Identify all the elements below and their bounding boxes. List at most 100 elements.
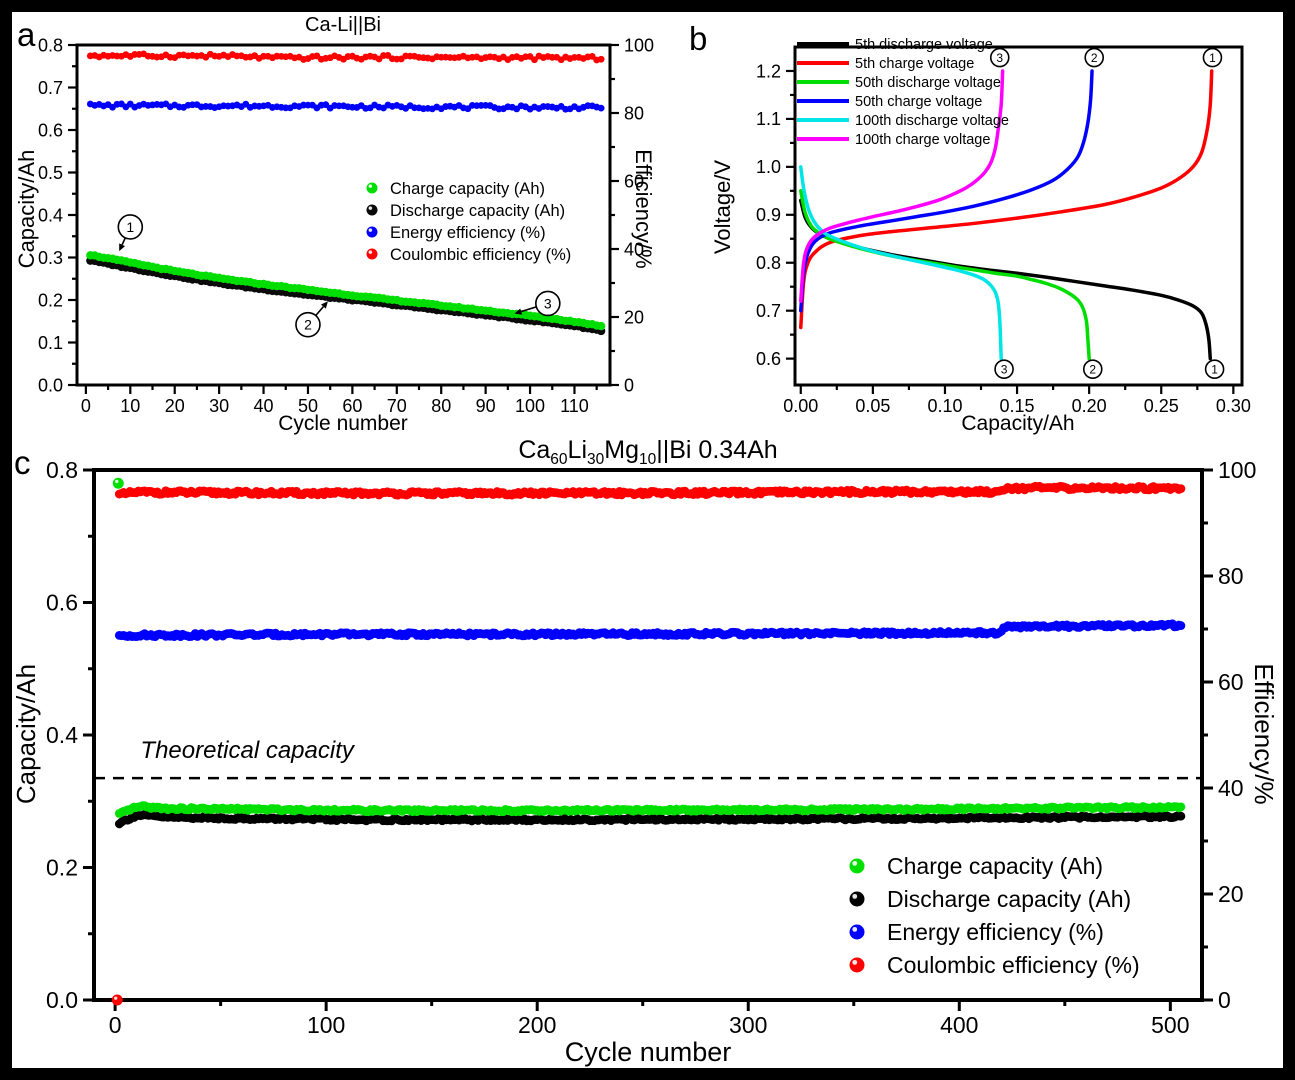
svg-text:Charge capacity (Ah): Charge capacity (Ah): [390, 180, 545, 198]
svg-text:110: 110: [560, 396, 589, 416]
panel-b: 0.00 0.05 0.10 0.15 0.20 0.25 0.30 0.6 0.7 0.8 0.9…: [645, 12, 1283, 440]
svg-text:0.2: 0.2: [46, 855, 78, 881]
svg-text:40: 40: [1218, 775, 1244, 801]
svg-text:Theoretical capacity: Theoretical capacity: [140, 737, 355, 764]
svg-text:2: 2: [1089, 362, 1096, 376]
svg-text:3: 3: [544, 295, 552, 311]
svg-text:0.3: 0.3: [38, 248, 63, 268]
svg-text:100: 100: [515, 396, 545, 416]
svg-text:Charge capacity (Ah): Charge capacity (Ah): [887, 853, 1103, 879]
panel-c-label: c: [14, 444, 31, 481]
svg-text:1: 1: [1211, 362, 1218, 376]
svg-text:Coulombic efficiency (%): Coulombic efficiency (%): [390, 246, 571, 264]
svg-text:0.05: 0.05: [855, 396, 890, 416]
panel-c-title: Ca60Li30Mg10||Bi 0.34Ah: [518, 436, 778, 468]
svg-text:2: 2: [304, 317, 312, 333]
svg-text:0.9: 0.9: [756, 205, 781, 225]
panel-a-xlabel: Cycle number: [278, 412, 408, 435]
svg-text:0: 0: [109, 1012, 122, 1038]
figure-frame: 0 10 20 30 40 50 60 70 80 90 100 110 0.0 0.1 0.2 0.3 0.4…: [11, 12, 1283, 1068]
svg-text:1: 1: [1209, 51, 1216, 65]
svg-text:5th discharge voltage: 5th discharge voltage: [855, 37, 993, 53]
svg-text:Discharge capacity (Ah): Discharge capacity (Ah): [390, 202, 565, 220]
svg-text:0.0: 0.0: [46, 987, 78, 1013]
svg-text:0.15: 0.15: [1000, 396, 1035, 416]
svg-text:0.7: 0.7: [756, 301, 781, 321]
svg-text:0.30: 0.30: [1216, 396, 1251, 416]
svg-text:20: 20: [624, 307, 644, 327]
svg-text:0: 0: [1218, 987, 1231, 1013]
svg-text:100: 100: [624, 35, 654, 55]
panel-a-title: Ca-Li||Bi: [305, 14, 381, 36]
svg-text:0: 0: [81, 396, 91, 416]
svg-text:40: 40: [254, 396, 274, 416]
svg-text:Energy efficiency (%): Energy efficiency (%): [887, 919, 1104, 945]
svg-text:10: 10: [120, 396, 140, 416]
svg-text:0.00: 0.00: [783, 396, 818, 416]
panel-a-label: a: [17, 16, 36, 53]
svg-text:0.1: 0.1: [38, 333, 63, 353]
svg-text:0.8: 0.8: [38, 35, 63, 55]
panel-c-xlabel: Cycle number: [564, 1037, 732, 1067]
svg-text:500: 500: [1151, 1012, 1189, 1038]
svg-text:300: 300: [729, 1012, 767, 1038]
panel-c-ylabel: Capacity/Ah: [11, 663, 41, 805]
svg-text:0: 0: [624, 375, 634, 395]
svg-text:0.4: 0.4: [38, 205, 63, 225]
svg-text:100th discharge voltage: 100th discharge voltage: [855, 113, 1009, 129]
svg-text:0.8: 0.8: [46, 457, 78, 483]
svg-text:90: 90: [476, 396, 496, 416]
panel-b-chart: 0.00 0.05 0.10 0.15 0.20 0.25 0.30 0.6 0.7 0.8 0.9…: [756, 37, 1251, 416]
panel-b-xlabel: Capacity/Ah: [961, 412, 1075, 435]
svg-text:400: 400: [940, 1012, 978, 1038]
svg-text:3: 3: [996, 51, 1003, 65]
svg-text:0.20: 0.20: [1072, 396, 1107, 416]
svg-text:0.10: 0.10: [927, 396, 962, 416]
panel-b-label: b: [689, 20, 708, 57]
svg-text:80: 80: [431, 396, 451, 416]
svg-text:0.5: 0.5: [38, 163, 63, 183]
svg-text:100: 100: [307, 1012, 345, 1038]
svg-text:50th discharge voltage: 50th discharge voltage: [855, 75, 1001, 91]
svg-text:200: 200: [518, 1012, 556, 1038]
svg-text:0.7: 0.7: [38, 78, 63, 98]
svg-text:70: 70: [387, 396, 407, 416]
svg-text:40: 40: [624, 239, 644, 259]
svg-text:0.0: 0.0: [38, 375, 63, 395]
svg-text:50th charge voltage: 50th charge voltage: [855, 94, 982, 110]
svg-text:1.0: 1.0: [756, 157, 781, 177]
svg-text:100: 100: [1218, 457, 1256, 483]
svg-text:Discharge capacity (Ah): Discharge capacity (Ah): [887, 886, 1131, 912]
svg-text:80: 80: [1218, 563, 1244, 589]
panel-c: Theoretical capacity 0 100 200 300 400 500 0.0 0…: [11, 436, 1283, 1068]
svg-text:1.1: 1.1: [756, 109, 781, 129]
svg-text:0.8: 0.8: [756, 253, 781, 273]
svg-text:3: 3: [1001, 362, 1008, 376]
panel-a-ylabel: Capacity/Ah: [14, 149, 39, 269]
svg-text:0.25: 0.25: [1144, 396, 1179, 416]
svg-text:Coulombic efficiency (%): Coulombic efficiency (%): [887, 952, 1140, 978]
svg-text:80: 80: [624, 103, 644, 123]
svg-text:5th charge voltage: 5th charge voltage: [855, 56, 974, 72]
svg-text:50: 50: [298, 396, 318, 416]
panel-c-y2label: Efficiency/%: [1249, 663, 1279, 805]
svg-text:60: 60: [624, 171, 644, 191]
svg-text:60: 60: [1218, 669, 1244, 695]
svg-text:2: 2: [1091, 51, 1098, 65]
panel-a: 0 10 20 30 40 50 60 70 80 90 100 110 0.0 0.1 0.2 0.3 0.4…: [14, 12, 656, 440]
panel-a-chart: 0 10 20 30 40 50 60 70 80 90 100 1100.00.10.20.30.4…: [38, 35, 654, 416]
svg-text:1.2: 1.2: [756, 61, 781, 81]
svg-text:0.6: 0.6: [46, 590, 78, 616]
svg-text:100th charge voltage: 100th charge voltage: [855, 132, 990, 148]
svg-text:0.6: 0.6: [38, 120, 63, 140]
svg-text:1: 1: [126, 219, 134, 235]
svg-text:60: 60: [342, 396, 362, 416]
svg-text:0.6: 0.6: [756, 349, 781, 369]
svg-text:Energy efficiency (%): Energy efficiency (%): [390, 224, 546, 242]
panel-b-ylabel: Voltage/V: [710, 159, 735, 255]
svg-text:0.2: 0.2: [38, 290, 63, 310]
svg-text:20: 20: [165, 396, 185, 416]
svg-text:30: 30: [209, 396, 229, 416]
